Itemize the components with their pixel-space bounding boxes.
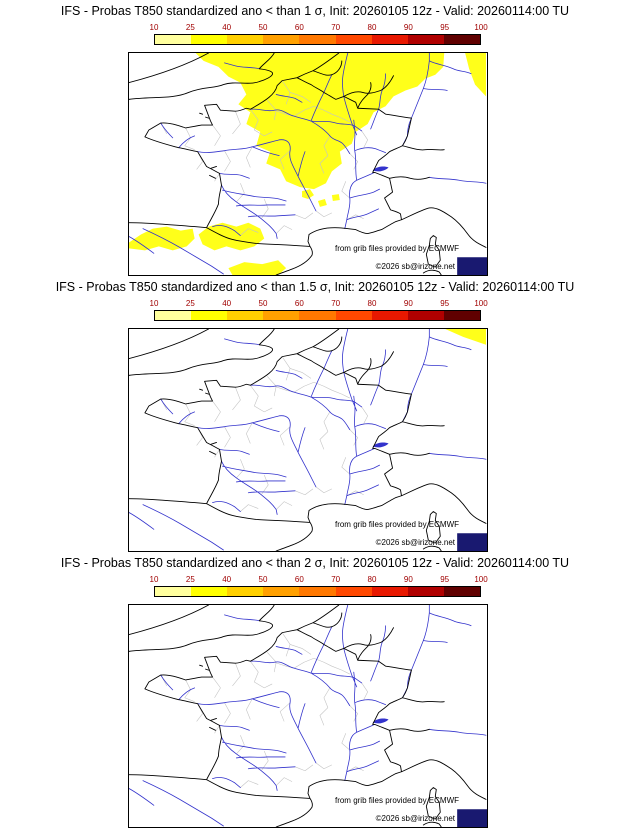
colorbar-segment [263, 311, 300, 320]
colorbar-tick: 100 [474, 575, 488, 584]
panel-sigma-2: IFS - Probas T850 standardized ano < tha… [0, 552, 630, 828]
colorbar-segment [335, 35, 372, 44]
map-france: from grib files provided by ECMWF ©2026 … [128, 52, 488, 276]
attribution-copyright: ©2026 sb@irizone.net [375, 814, 455, 823]
colorbar-segment [263, 35, 300, 44]
colorbar-tick: 50 [258, 299, 268, 308]
panel-title: IFS - Probas T850 standardized ano < tha… [60, 556, 570, 570]
colorbar-tick: 95 [440, 575, 450, 584]
panel-title: IFS - Probas T850 standardized ano < tha… [60, 4, 570, 18]
colorbar-segment [371, 587, 408, 596]
colorbar-segment [407, 311, 444, 320]
colorbar-tick: 40 [222, 575, 232, 584]
colorbar-tick: 40 [222, 23, 232, 32]
colorbar-segment [335, 311, 372, 320]
colorbar-segment [227, 311, 264, 320]
colorbar-tick-labels: 10 25 40 50 60 70 80 90 95 100 [150, 299, 488, 309]
colorbar-tick: 80 [367, 23, 377, 32]
map-corner-box [457, 533, 487, 551]
colorbar-segment [191, 587, 228, 596]
colorbar-tick: 60 [294, 23, 304, 32]
basemap-use [129, 605, 487, 827]
map-canvas [129, 329, 487, 551]
colorbar-segment [299, 311, 336, 320]
colorbar-tick-labels: 10 25 40 50 60 70 80 90 95 100 [150, 575, 488, 585]
colorbar-segment [299, 35, 336, 44]
colorbar-segment [407, 35, 444, 44]
colorbar-segment [155, 587, 192, 596]
colorbar-tick: 50 [258, 575, 268, 584]
probability-colorbar: 10 25 40 50 60 70 80 90 95 100 [150, 299, 488, 321]
colorbar-segment [227, 35, 264, 44]
attribution-copyright: ©2026 sb@irizone.net [375, 538, 455, 547]
colorbar-segment [443, 35, 480, 44]
attribution-ecmwf: from grib files provided by ECMWF [334, 796, 459, 805]
colorbar-tick: 25 [185, 299, 195, 308]
colorbar-segment [263, 587, 300, 596]
map-france: from grib files provided by ECMWF ©2026 … [128, 328, 488, 552]
colorbar-tick: 50 [258, 23, 268, 32]
colorbar-tick: 90 [403, 299, 413, 308]
map-canvas [129, 605, 487, 827]
attribution-copyright: ©2026 sb@irizone.net [375, 262, 455, 271]
colorbar-tick: 90 [403, 23, 413, 32]
colorbar-tick: 70 [331, 299, 341, 308]
map-france: from grib files provided by ECMWF ©2026 … [128, 604, 488, 828]
colorbar-segment [155, 35, 192, 44]
colorbar-tick: 70 [331, 23, 341, 32]
colorbar-tick: 70 [331, 575, 341, 584]
colorbar-tick: 10 [149, 299, 159, 308]
yellow-shading-overlay [129, 53, 487, 275]
attribution-ecmwf: from grib files provided by ECMWF [334, 520, 459, 529]
probability-colorbar: 10 25 40 50 60 70 80 90 95 100 [150, 23, 488, 45]
colorbar-tick: 40 [222, 299, 232, 308]
colorbar-segment [443, 587, 480, 596]
map-canvas [129, 53, 487, 275]
colorbar-tick: 90 [403, 575, 413, 584]
colorbar-segment [407, 587, 444, 596]
colorbar-tick: 100 [474, 299, 488, 308]
colorbar-segment [155, 311, 192, 320]
colorbar-segment [299, 587, 336, 596]
colorbar-tick: 95 [440, 299, 450, 308]
panel-sigma-1: IFS - Probas T850 standardized ano < tha… [0, 0, 630, 276]
colorbar-gradient [154, 310, 481, 321]
colorbar-tick: 25 [185, 575, 195, 584]
colorbar-tick: 100 [474, 23, 488, 32]
colorbar-segment [191, 35, 228, 44]
colorbar-segment [191, 311, 228, 320]
colorbar-tick: 10 [149, 23, 159, 32]
basemap-use [129, 329, 487, 551]
probability-colorbar: 10 25 40 50 60 70 80 90 95 100 [150, 575, 488, 597]
colorbar-tick: 80 [367, 299, 377, 308]
colorbar-segment [371, 311, 408, 320]
colorbar-tick: 60 [294, 575, 304, 584]
colorbar-tick: 60 [294, 299, 304, 308]
colorbar-tick: 10 [149, 575, 159, 584]
panel-sigma-1-5: IFS - Probas T850 standardized ano < tha… [0, 276, 630, 552]
colorbar-gradient [154, 34, 481, 45]
colorbar-tick: 25 [185, 23, 195, 32]
colorbar-tick: 95 [440, 23, 450, 32]
colorbar-segment [371, 35, 408, 44]
map-corner-box [457, 809, 487, 827]
colorbar-segment [443, 311, 480, 320]
colorbar-segment [227, 587, 264, 596]
yellow-shading-overlay [445, 329, 487, 345]
panel-title: IFS - Probas T850 standardized ano < tha… [55, 280, 575, 294]
map-corner-box [457, 257, 487, 275]
colorbar-tick: 80 [367, 575, 377, 584]
colorbar-gradient [154, 586, 481, 597]
colorbar-tick-labels: 10 25 40 50 60 70 80 90 95 100 [150, 23, 488, 33]
colorbar-segment [335, 587, 372, 596]
attribution-ecmwf: from grib files provided by ECMWF [334, 244, 459, 253]
